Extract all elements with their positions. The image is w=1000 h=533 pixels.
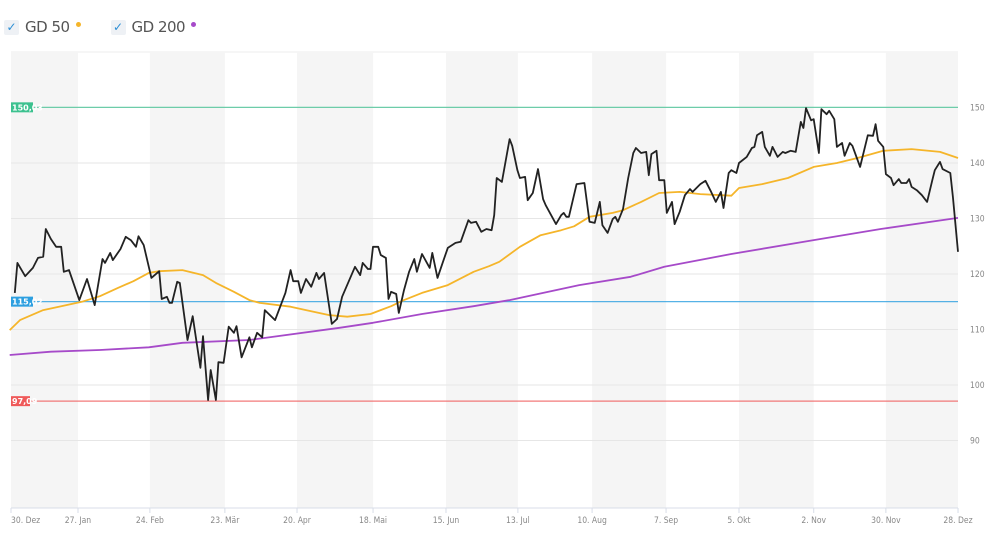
reference-flag <box>11 102 33 113</box>
y-tick-label: 100 <box>970 381 985 391</box>
shaded-band <box>738 52 814 508</box>
reference-flag <box>11 396 30 407</box>
y-tick-label: 90 <box>970 437 980 447</box>
x-tick-label: 23. Mär <box>210 516 240 526</box>
shaded-band <box>149 52 225 508</box>
shaded-band <box>592 52 667 508</box>
legend-label: GD 50 <box>25 18 70 36</box>
legend-item-gd200[interactable]: ✓ GD 200 <box>110 18 197 36</box>
shaded-band <box>885 52 959 508</box>
x-tick-label: 13. Jul <box>506 516 530 526</box>
y-tick-label: 130 <box>970 215 985 225</box>
x-tick-label: 10. Aug <box>577 516 607 526</box>
x-tick-label: 20. Apr <box>283 516 312 526</box>
x-tick-label: 27. Jan <box>65 516 92 526</box>
x-tick-label: 5. Okt <box>727 516 750 526</box>
shaded-band <box>297 52 374 508</box>
x-tick-label: 15. Jun <box>433 516 460 526</box>
x-tick-label: 28. Dez <box>943 516 972 526</box>
reference-label: 150,03 <box>12 103 43 112</box>
legend-item-gd50[interactable]: ✓ GD 50 <box>4 18 81 36</box>
y-tick-label: 110 <box>970 326 985 336</box>
x-tick-label: 24. Feb <box>136 516 164 526</box>
legend-label: GD 200 <box>131 18 186 36</box>
series-color-dot-icon <box>191 21 197 27</box>
series-line-gd200 <box>9 217 959 356</box>
reference-label: 97,09 <box>12 397 38 406</box>
x-tick-label: 30. Dez <box>11 516 40 526</box>
series-color-dot-icon <box>75 21 81 27</box>
x-tick-label: 7. Sep <box>654 516 678 526</box>
reference-label: 115,02 <box>12 298 43 307</box>
checkbox-checked-icon[interactable]: ✓ <box>4 19 19 35</box>
y-tick-label: 150 <box>970 104 985 114</box>
reference-flag <box>11 296 33 307</box>
y-tick-label: 120 <box>970 270 985 280</box>
series-line-kurs <box>13 107 959 401</box>
legend: ✓ GD 50 ✓ GD 200 <box>4 18 197 36</box>
x-tick-label: 2. Nov <box>801 516 826 526</box>
x-tick-label: 18. Mai <box>359 516 387 526</box>
y-tick-label: 140 <box>970 159 985 169</box>
x-tick-label: 30. Nov <box>871 516 901 526</box>
shaded-band <box>11 52 78 508</box>
checkbox-checked-icon[interactable]: ✓ <box>110 19 126 35</box>
